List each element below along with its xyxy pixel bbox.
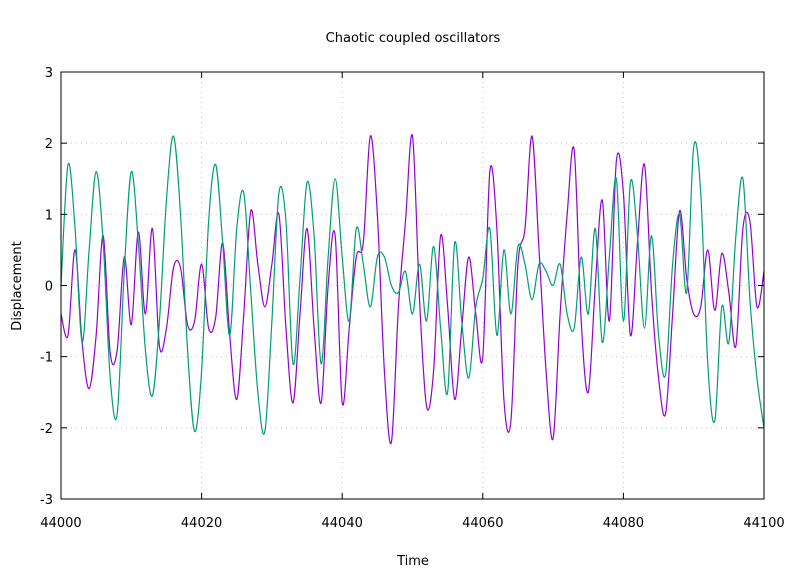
x-axis-label: Time: [396, 554, 429, 569]
x-tick-label: 44080: [603, 516, 644, 531]
y-tick-label: -2: [40, 422, 53, 437]
x-tick-label: 44060: [462, 516, 503, 531]
chart-title: Chaotic coupled oscillators: [326, 31, 501, 46]
x-tick-label: 44000: [40, 516, 81, 531]
ticks: -3 -2 -1 0 1 2 3 44000 44020 44040 44060 44080 44100: [40, 66, 785, 531]
y-tick-label: 1: [45, 208, 53, 223]
series-line-2: [60, 135, 765, 435]
x-tick-label: 44040: [322, 516, 363, 531]
x-tick-label: 44020: [181, 516, 222, 531]
grid: [61, 72, 764, 499]
y-tick-label: 3: [45, 66, 53, 81]
y-tick-label: -1: [40, 351, 53, 366]
y-tick-label: -3: [40, 493, 53, 508]
y-tick-label: 2: [45, 137, 53, 152]
y-tick-label: 0: [45, 280, 53, 295]
x-tick-label: 44100: [743, 516, 784, 531]
series-layer: [60, 133, 765, 445]
y-axis-label: Displacement: [10, 241, 25, 330]
